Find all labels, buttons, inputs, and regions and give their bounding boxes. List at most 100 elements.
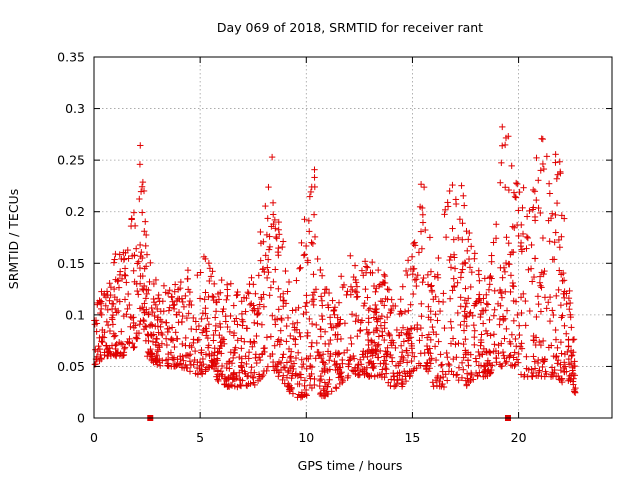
data-point [571, 388, 579, 396]
data-point [292, 354, 300, 362]
data-point [506, 352, 513, 360]
data-point [131, 278, 138, 286]
data-point [564, 348, 571, 356]
data-point [428, 282, 435, 289]
data-point [337, 273, 345, 280]
data-point [164, 328, 172, 336]
data-point [182, 361, 189, 369]
data-point [252, 290, 259, 297]
data-point [102, 293, 110, 301]
data-point [326, 357, 333, 364]
data-point [556, 244, 564, 251]
data-point [536, 338, 543, 346]
data-point [399, 381, 406, 388]
data-point [96, 357, 103, 365]
data-point [363, 326, 370, 333]
data-point [226, 358, 233, 365]
data-point [224, 292, 231, 300]
data-point [275, 252, 282, 259]
data-point [110, 351, 117, 358]
data-point [97, 351, 104, 359]
data-point [347, 356, 354, 363]
data-point [285, 380, 292, 388]
data-point [233, 292, 240, 299]
data-point [502, 259, 510, 267]
data-point [303, 365, 310, 372]
data-point [331, 358, 338, 365]
data-point [110, 259, 118, 266]
data-point [221, 374, 229, 382]
data-point [215, 348, 223, 355]
data-point [398, 379, 405, 387]
plot-frame [93, 56, 613, 419]
data-point [152, 276, 160, 284]
data-point [128, 314, 136, 322]
data-point [497, 302, 504, 309]
data-point [195, 322, 203, 330]
data-point [525, 266, 532, 273]
data-point [331, 304, 339, 311]
data-point [262, 252, 269, 259]
data-point [283, 359, 291, 366]
data-point [529, 369, 537, 377]
data-point [458, 359, 466, 367]
data-point [333, 385, 340, 392]
data-point [345, 360, 352, 368]
data-point [154, 348, 162, 355]
data-point [260, 345, 267, 352]
data-point [381, 302, 388, 309]
data-point [379, 298, 386, 305]
data-point [557, 361, 564, 368]
data-point [129, 252, 136, 260]
data-point [220, 340, 228, 348]
data-point [320, 359, 327, 366]
data-point [465, 255, 473, 263]
data-point [543, 370, 550, 378]
data-point [533, 313, 540, 321]
data-point [296, 371, 303, 378]
data-point [137, 253, 144, 260]
data-point [184, 275, 191, 283]
data-point [393, 380, 401, 388]
data-point [453, 354, 460, 361]
data-point [238, 345, 245, 352]
data-point [457, 303, 464, 310]
data-point [215, 377, 222, 385]
data-point [99, 333, 106, 341]
data-point [441, 324, 448, 332]
data-point [462, 377, 470, 384]
data-point [244, 289, 252, 296]
data-point [369, 269, 376, 277]
data-point [552, 151, 559, 158]
data-point [259, 371, 267, 379]
data-point [231, 349, 239, 357]
data-point [471, 255, 478, 262]
data-point [168, 294, 175, 301]
data-point [440, 290, 447, 297]
data-point [447, 340, 455, 347]
data-point [497, 363, 505, 370]
data-point [408, 357, 415, 365]
data-point [435, 338, 442, 345]
data-point [381, 272, 389, 280]
data-point [118, 328, 125, 335]
data-point [179, 298, 186, 306]
data-point [225, 374, 232, 381]
data-point [499, 313, 507, 320]
data-point [307, 352, 314, 360]
data-point [208, 357, 215, 364]
data-point [209, 363, 216, 370]
data-point [447, 318, 454, 325]
data-point [194, 271, 201, 279]
data-point [471, 327, 478, 334]
data-point [411, 353, 418, 360]
data-point [379, 366, 386, 373]
data-point [245, 290, 252, 297]
data-point [515, 350, 522, 358]
data-point [385, 286, 393, 294]
data-point [517, 239, 525, 247]
data-point [374, 372, 381, 379]
data-point [306, 315, 313, 323]
data-point [203, 328, 210, 335]
data-point [206, 352, 213, 360]
